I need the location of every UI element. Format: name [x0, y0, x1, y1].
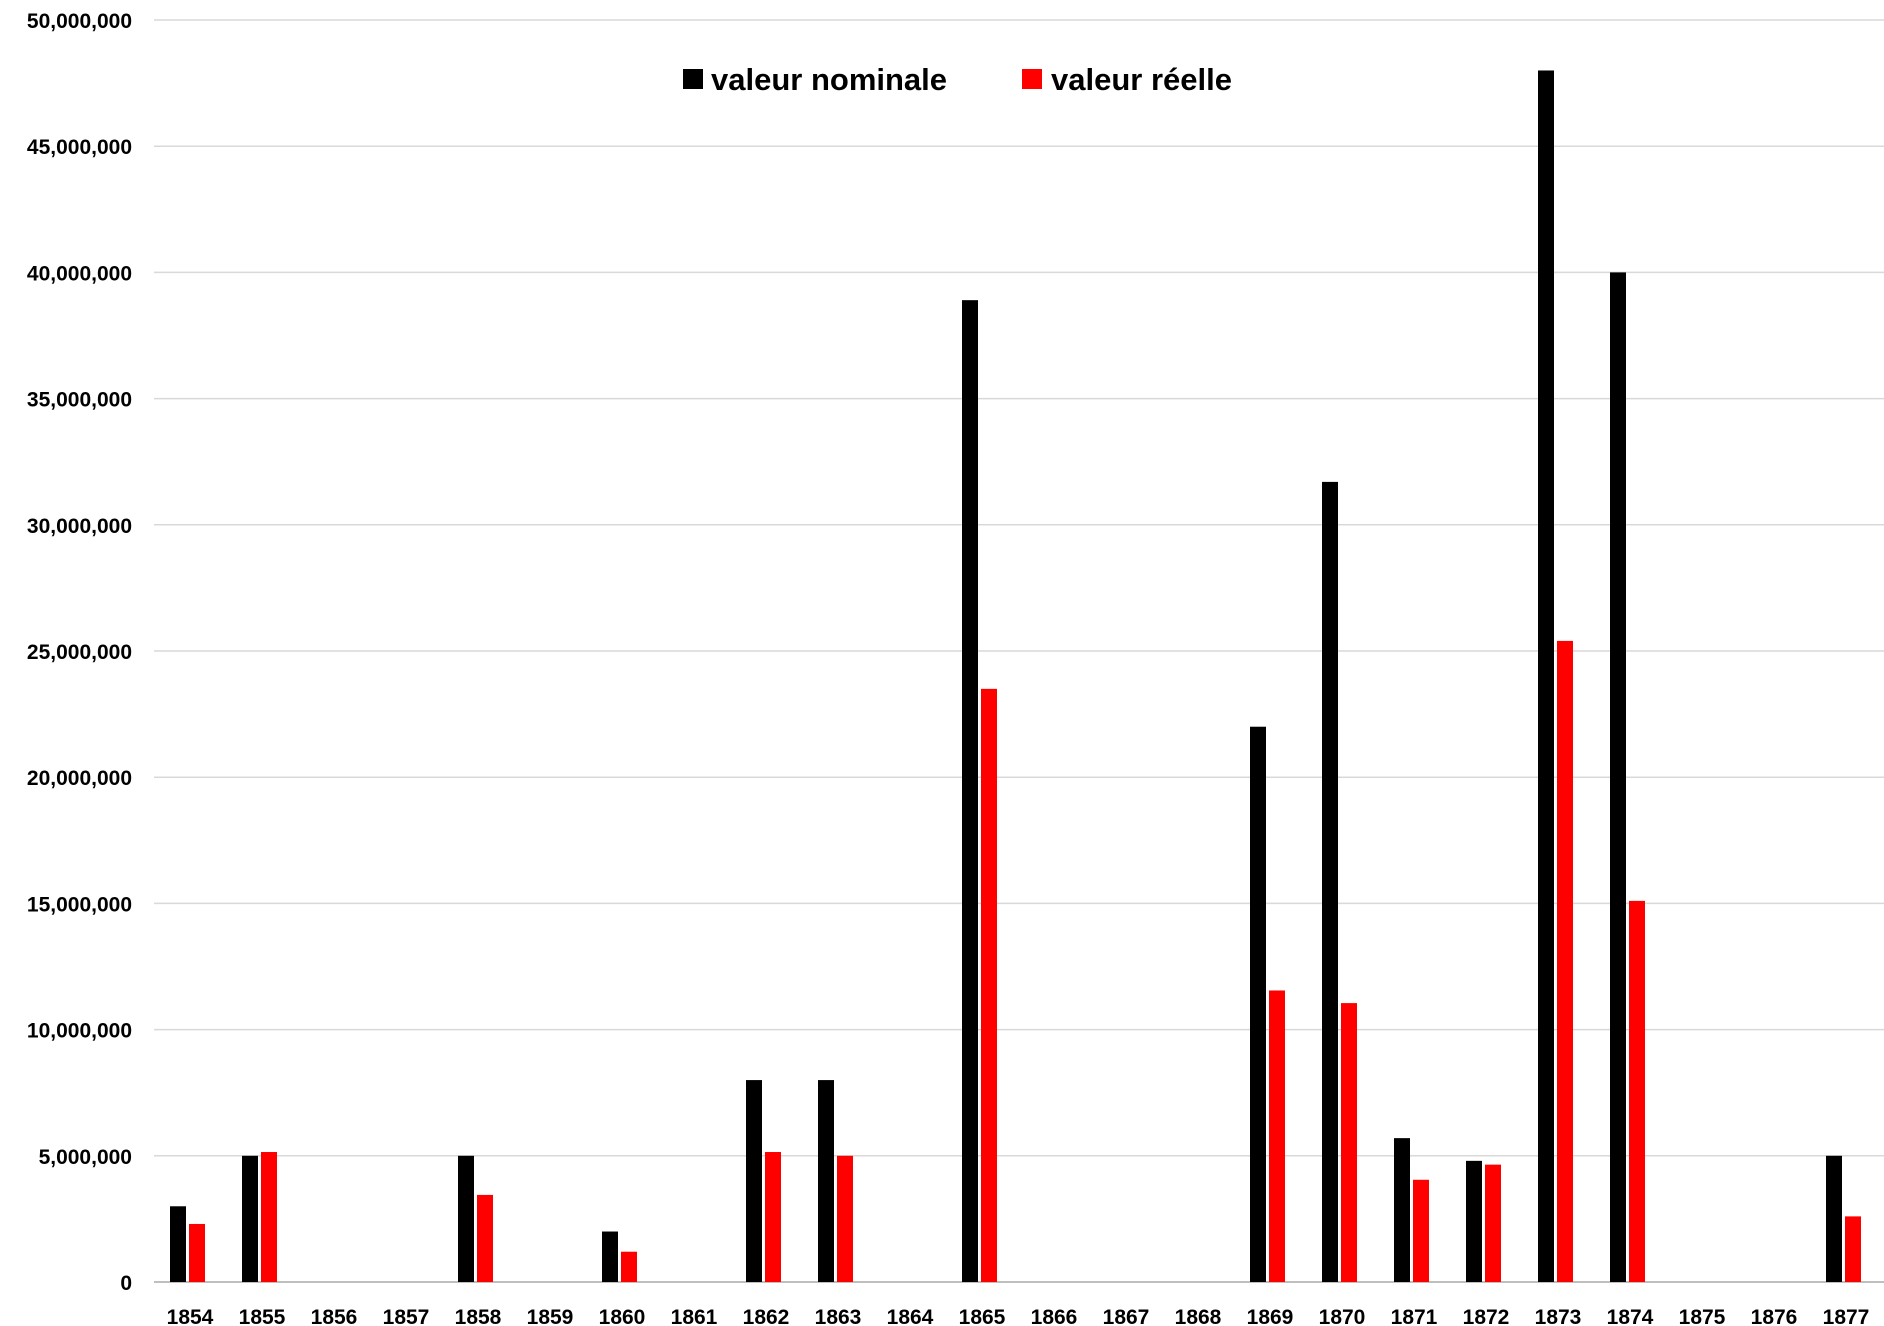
y-tick-label: 0: [120, 1272, 132, 1295]
bar-valeur-nominale-1870: [1322, 481, 1338, 1283]
x-tick-label: 1872: [1463, 1306, 1510, 1326]
legend-label-valeur-nominale: valeur nominale: [711, 62, 947, 97]
bar-valeur-nominale-1854: [170, 1206, 186, 1282]
x-tick-label: 1874: [1607, 1306, 1654, 1326]
bar-valeur-reelle-1874: [1629, 900, 1645, 1282]
gridlines: [154, 19, 1884, 1283]
x-tick-label: 1859: [527, 1306, 574, 1326]
x-tick-label: 1868: [1175, 1306, 1222, 1326]
bar-valeur-reelle-1871: [1413, 1179, 1429, 1282]
x-tick-label: 1871: [1391, 1306, 1438, 1326]
bar-valeur-nominale-1872: [1466, 1160, 1482, 1282]
legend-swatch-valeur-reelle: [1022, 69, 1042, 89]
bar-valeur-reelle-1877: [1845, 1216, 1861, 1282]
bar-valeur-nominale-1862: [746, 1080, 762, 1282]
bar-valeur-nominale-1865: [962, 300, 978, 1282]
bar-valeur-nominale-1871: [1394, 1138, 1410, 1282]
x-tick-label: 1856: [311, 1306, 358, 1326]
bar-valeur-nominale-1874: [1610, 272, 1626, 1282]
x-tick-label: 1877: [1823, 1306, 1870, 1326]
x-tick-label: 1864: [887, 1306, 934, 1326]
bar-valeur-reelle-1855: [261, 1152, 277, 1282]
x-tick-label: 1863: [815, 1306, 862, 1326]
x-tick-label: 1869: [1247, 1306, 1294, 1326]
x-tick-label: 1866: [1031, 1306, 1078, 1326]
x-tick-label: 1862: [743, 1306, 790, 1326]
y-axis-tick-labels: 0 5,000,000 10,000,000 15,000,000 20,000,000…: [27, 10, 132, 1295]
y-tick-label: 50,000,000: [27, 10, 132, 33]
y-tick-label: 5,000,000: [39, 1146, 132, 1169]
bar-valeur-reelle-1872: [1485, 1164, 1501, 1282]
y-tick-label: 35,000,000: [27, 389, 132, 412]
x-tick-label: 1867: [1103, 1306, 1150, 1326]
bar-valeur-reelle-1858: [477, 1194, 493, 1282]
legend: valeur nominale valeur réelle: [683, 62, 1232, 97]
y-tick-label: 45,000,000: [27, 136, 132, 159]
bar-valeur-nominale-1863: [818, 1080, 834, 1282]
x-tick-label: 1860: [599, 1306, 646, 1326]
y-tick-label: 20,000,000: [27, 767, 132, 790]
bar-valeur-nominale-1858: [458, 1155, 474, 1282]
y-tick-label: 30,000,000: [27, 515, 132, 538]
bar-valeur-nominale-1855: [242, 1155, 258, 1282]
x-tick-label: 1855: [239, 1306, 286, 1326]
bar-valeur-reelle-1854: [189, 1223, 205, 1282]
bars: [170, 70, 1861, 1283]
x-tick-label: 1857: [383, 1306, 430, 1326]
y-tick-label: 10,000,000: [27, 1020, 132, 1043]
x-tick-label: 1875: [1679, 1306, 1726, 1326]
bar-valeur-reelle-1860: [621, 1251, 637, 1282]
bar-valeur-reelle-1869: [1269, 990, 1285, 1282]
legend-swatch-valeur-nominale: [683, 69, 703, 89]
legend-label-valeur-reelle: valeur réelle: [1051, 62, 1232, 97]
bar-valeur-nominale-1869: [1250, 726, 1266, 1282]
bar-valeur-nominale-1873: [1538, 70, 1554, 1283]
x-tick-label: 1870: [1319, 1306, 1366, 1326]
x-axis-tick-labels: 1854 1855 1856 1857 1858 1859 1860 1861 1862 1863…: [167, 1306, 1870, 1326]
y-tick-label: 40,000,000: [27, 262, 132, 285]
bar-valeur-nominale-1877: [1826, 1155, 1842, 1282]
bar-valeur-reelle-1870: [1341, 1003, 1357, 1282]
y-tick-label: 15,000,000: [27, 893, 132, 916]
x-tick-label: 1861: [671, 1306, 718, 1326]
x-tick-label: 1873: [1535, 1306, 1582, 1326]
x-tick-label: 1854: [167, 1306, 214, 1326]
x-tick-label: 1876: [1751, 1306, 1798, 1326]
x-tick-label: 1865: [959, 1306, 1006, 1326]
bar-valeur-nominale-1860: [602, 1231, 618, 1282]
bar-valeur-reelle-1873: [1557, 640, 1573, 1282]
bar-valeur-reelle-1862: [765, 1152, 781, 1282]
x-tick-label: 1858: [455, 1306, 502, 1326]
bar-valeur-reelle-1865: [981, 688, 997, 1282]
y-tick-label: 25,000,000: [27, 641, 132, 664]
bar-valeur-reelle-1863: [837, 1155, 853, 1282]
